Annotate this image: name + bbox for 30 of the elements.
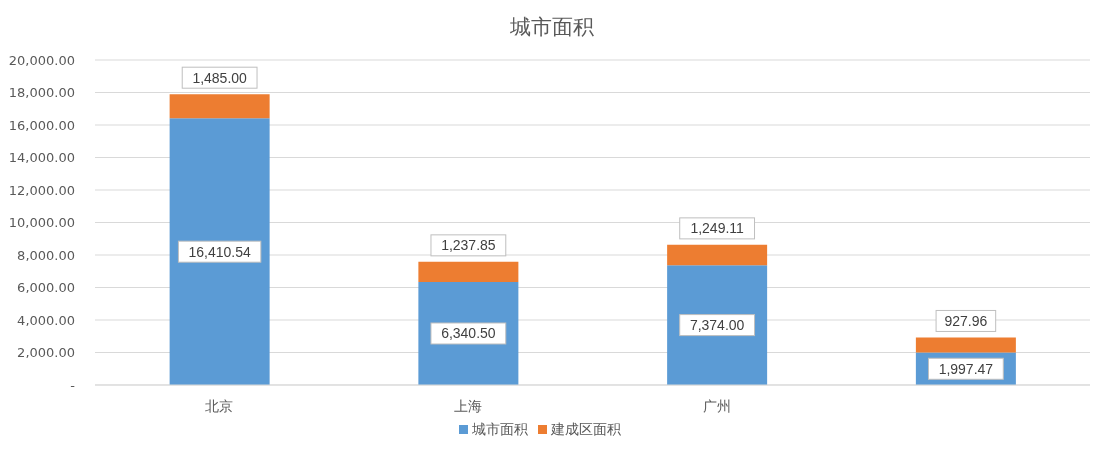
- bar: [667, 244, 768, 266]
- bar: [169, 94, 270, 119]
- x-tick-label: 上海: [454, 397, 483, 414]
- x-tick-label: 北京: [205, 397, 234, 414]
- y-tick-label: 2,000.00: [17, 345, 75, 361]
- y-tick-label: 16,000.00: [8, 117, 75, 133]
- y-tick-label: 18,000.00: [8, 85, 75, 101]
- data-label: 927.96: [944, 312, 988, 329]
- bar: [169, 118, 270, 385]
- data-label: 1,485.00: [192, 69, 248, 86]
- y-tick-label: -: [70, 377, 76, 393]
- x-tick-label: 广州: [702, 397, 731, 414]
- y-tick-label: 4,000.00: [17, 312, 75, 328]
- data-label: 1,237.85: [441, 237, 496, 254]
- chart-title: 城市面积: [509, 14, 595, 41]
- data-label: 1,997.47: [938, 360, 994, 377]
- y-tick-label: 14,000.00: [8, 150, 75, 166]
- y-tick-label: 8,000.00: [17, 247, 75, 263]
- legend-label: 城市面积: [472, 421, 528, 437]
- y-tick-label: 10,000.00: [8, 215, 75, 231]
- data-label: 6,340.50: [441, 325, 496, 342]
- bar: [915, 337, 1016, 353]
- data-label: 1,249.11: [690, 220, 745, 237]
- data-label: 16,410.54: [188, 243, 251, 260]
- data-label: 7,374.00: [689, 317, 745, 334]
- bar: [418, 261, 519, 282]
- y-tick-label: 20,000.00: [8, 52, 75, 68]
- y-tick-label: 12,000.00: [8, 182, 75, 198]
- y-tick-label: 6,000.00: [17, 280, 75, 296]
- legend-label: 建成区面积: [551, 421, 621, 437]
